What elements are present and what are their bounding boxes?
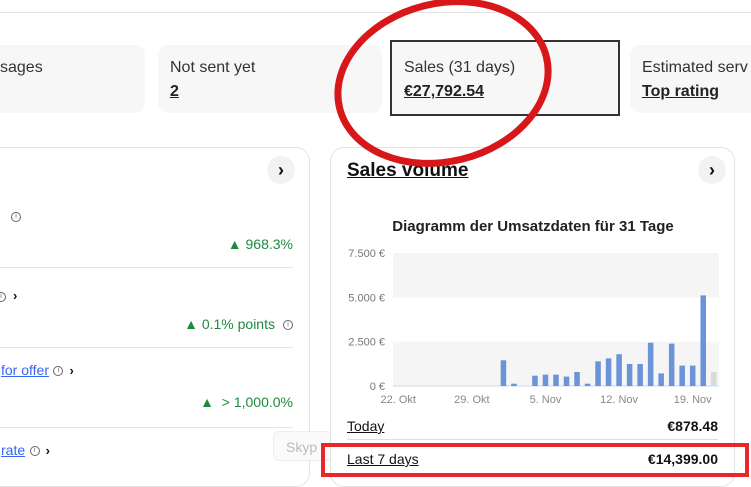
summary-row-7-days: Last 7 days €14,399.00 (347, 448, 718, 474)
bar (616, 354, 622, 386)
y-tick-label: 0 € (370, 381, 385, 393)
metric-change: ▲ 0.1% points (184, 316, 275, 332)
chart-title: Diagramm der Umsatzdaten für 31 Tage (392, 218, 673, 235)
summary-value: €878.48 (667, 418, 718, 434)
annotation-box (321, 443, 749, 477)
panel-title[interactable]: Sales volume (347, 160, 469, 181)
bar (710, 371, 717, 386)
bar (689, 365, 696, 386)
bar (605, 358, 612, 386)
summary-card-service[interactable]: Estimated serv Top rating (630, 45, 751, 113)
x-tick-label: 22. Okt (381, 394, 416, 406)
bar (574, 371, 580, 386)
info-icon[interactable]: i (11, 212, 21, 222)
summary-card-sales[interactable]: Sales (31 days) €27,792.54 (390, 40, 620, 116)
bar (626, 364, 633, 386)
x-tick-label: 19. Nov (674, 394, 712, 406)
info-icon[interactable]: i (283, 320, 293, 330)
metric-row: rate i › (1, 442, 50, 460)
change-value: 968.3% (245, 236, 293, 252)
summary-card-messages[interactable]: ssages (0, 45, 145, 113)
card-label: ssages (0, 59, 43, 76)
bar (700, 295, 706, 386)
metric-row: s i ▲ 968.3% (0, 196, 293, 268)
x-tick-label: 12. Nov (600, 394, 638, 406)
card-label: Sales (31 days) (404, 59, 516, 76)
header-divider (0, 12, 751, 13)
bar (532, 375, 538, 386)
metric-row: i › ▲ 0.1% points i (0, 268, 293, 348)
y-tick-label: 7.500 € (348, 248, 385, 260)
chevron-right-icon[interactable]: › (267, 156, 295, 184)
summary-label[interactable]: Last 7 days (347, 451, 419, 467)
x-tick-label: 5. Nov (530, 394, 562, 406)
bar (542, 374, 549, 386)
bar (511, 383, 517, 386)
bar (553, 374, 559, 386)
card-value[interactable]: 2 (170, 83, 179, 100)
grid-band (393, 253, 719, 298)
bar (679, 365, 685, 386)
chevron-right-icon[interactable]: › (45, 443, 50, 458)
card-label: Estimated serv (642, 59, 748, 76)
change-value: 0.1% points (201, 316, 275, 332)
bar (595, 361, 601, 386)
info-icon[interactable]: i (0, 292, 6, 302)
bar (637, 364, 643, 386)
summary-card-not-sent[interactable]: Not sent yet 2 (158, 45, 382, 113)
sales-chart: Diagramm der Umsatzdaten für 31 Tage 0 €… (348, 218, 719, 406)
card-value[interactable]: €27,792.54 (404, 83, 485, 100)
x-tick-label: 29. Okt (454, 394, 489, 406)
card-value[interactable]: Top rating (642, 83, 720, 100)
card-label: Not sent yet (170, 59, 256, 76)
metric-link[interactable]: for offer (1, 362, 49, 378)
summary-value: €14,399.00 (647, 451, 718, 467)
bar (584, 383, 591, 386)
metric-link[interactable]: rate (1, 442, 26, 458)
y-tick-label: 5.000 € (348, 292, 385, 304)
metric-change: ▲ > 1,000.0% (200, 394, 293, 410)
chevron-right-icon[interactable]: › (698, 156, 726, 184)
info-icon[interactable]: i (29, 445, 40, 456)
sales-volume-panel: Sales volume › Diagramm der Umsatzdaten … (330, 147, 735, 487)
metric-row: for offer i › ▲ > 1,000.0% (0, 348, 293, 428)
bar (500, 360, 507, 386)
chevron-right-icon[interactable]: › (69, 363, 74, 378)
metrics-panel: › s i ▲ 968.3% i › ▲ 0.1% points i for o… (0, 147, 333, 487)
bar (668, 343, 675, 386)
bar (647, 342, 654, 386)
y-tick-label: 2.500 € (348, 337, 385, 349)
bar (658, 373, 664, 386)
summary-row-today: Today €878.48 (347, 414, 718, 440)
chevron-right-icon[interactable]: › (13, 288, 18, 303)
change-value: > 1,000.0% (221, 394, 293, 410)
metric-change: ▲ 968.3% (227, 236, 293, 252)
bar (563, 376, 570, 386)
info-icon[interactable]: i (53, 365, 64, 376)
summary-label[interactable]: Today (347, 418, 385, 434)
